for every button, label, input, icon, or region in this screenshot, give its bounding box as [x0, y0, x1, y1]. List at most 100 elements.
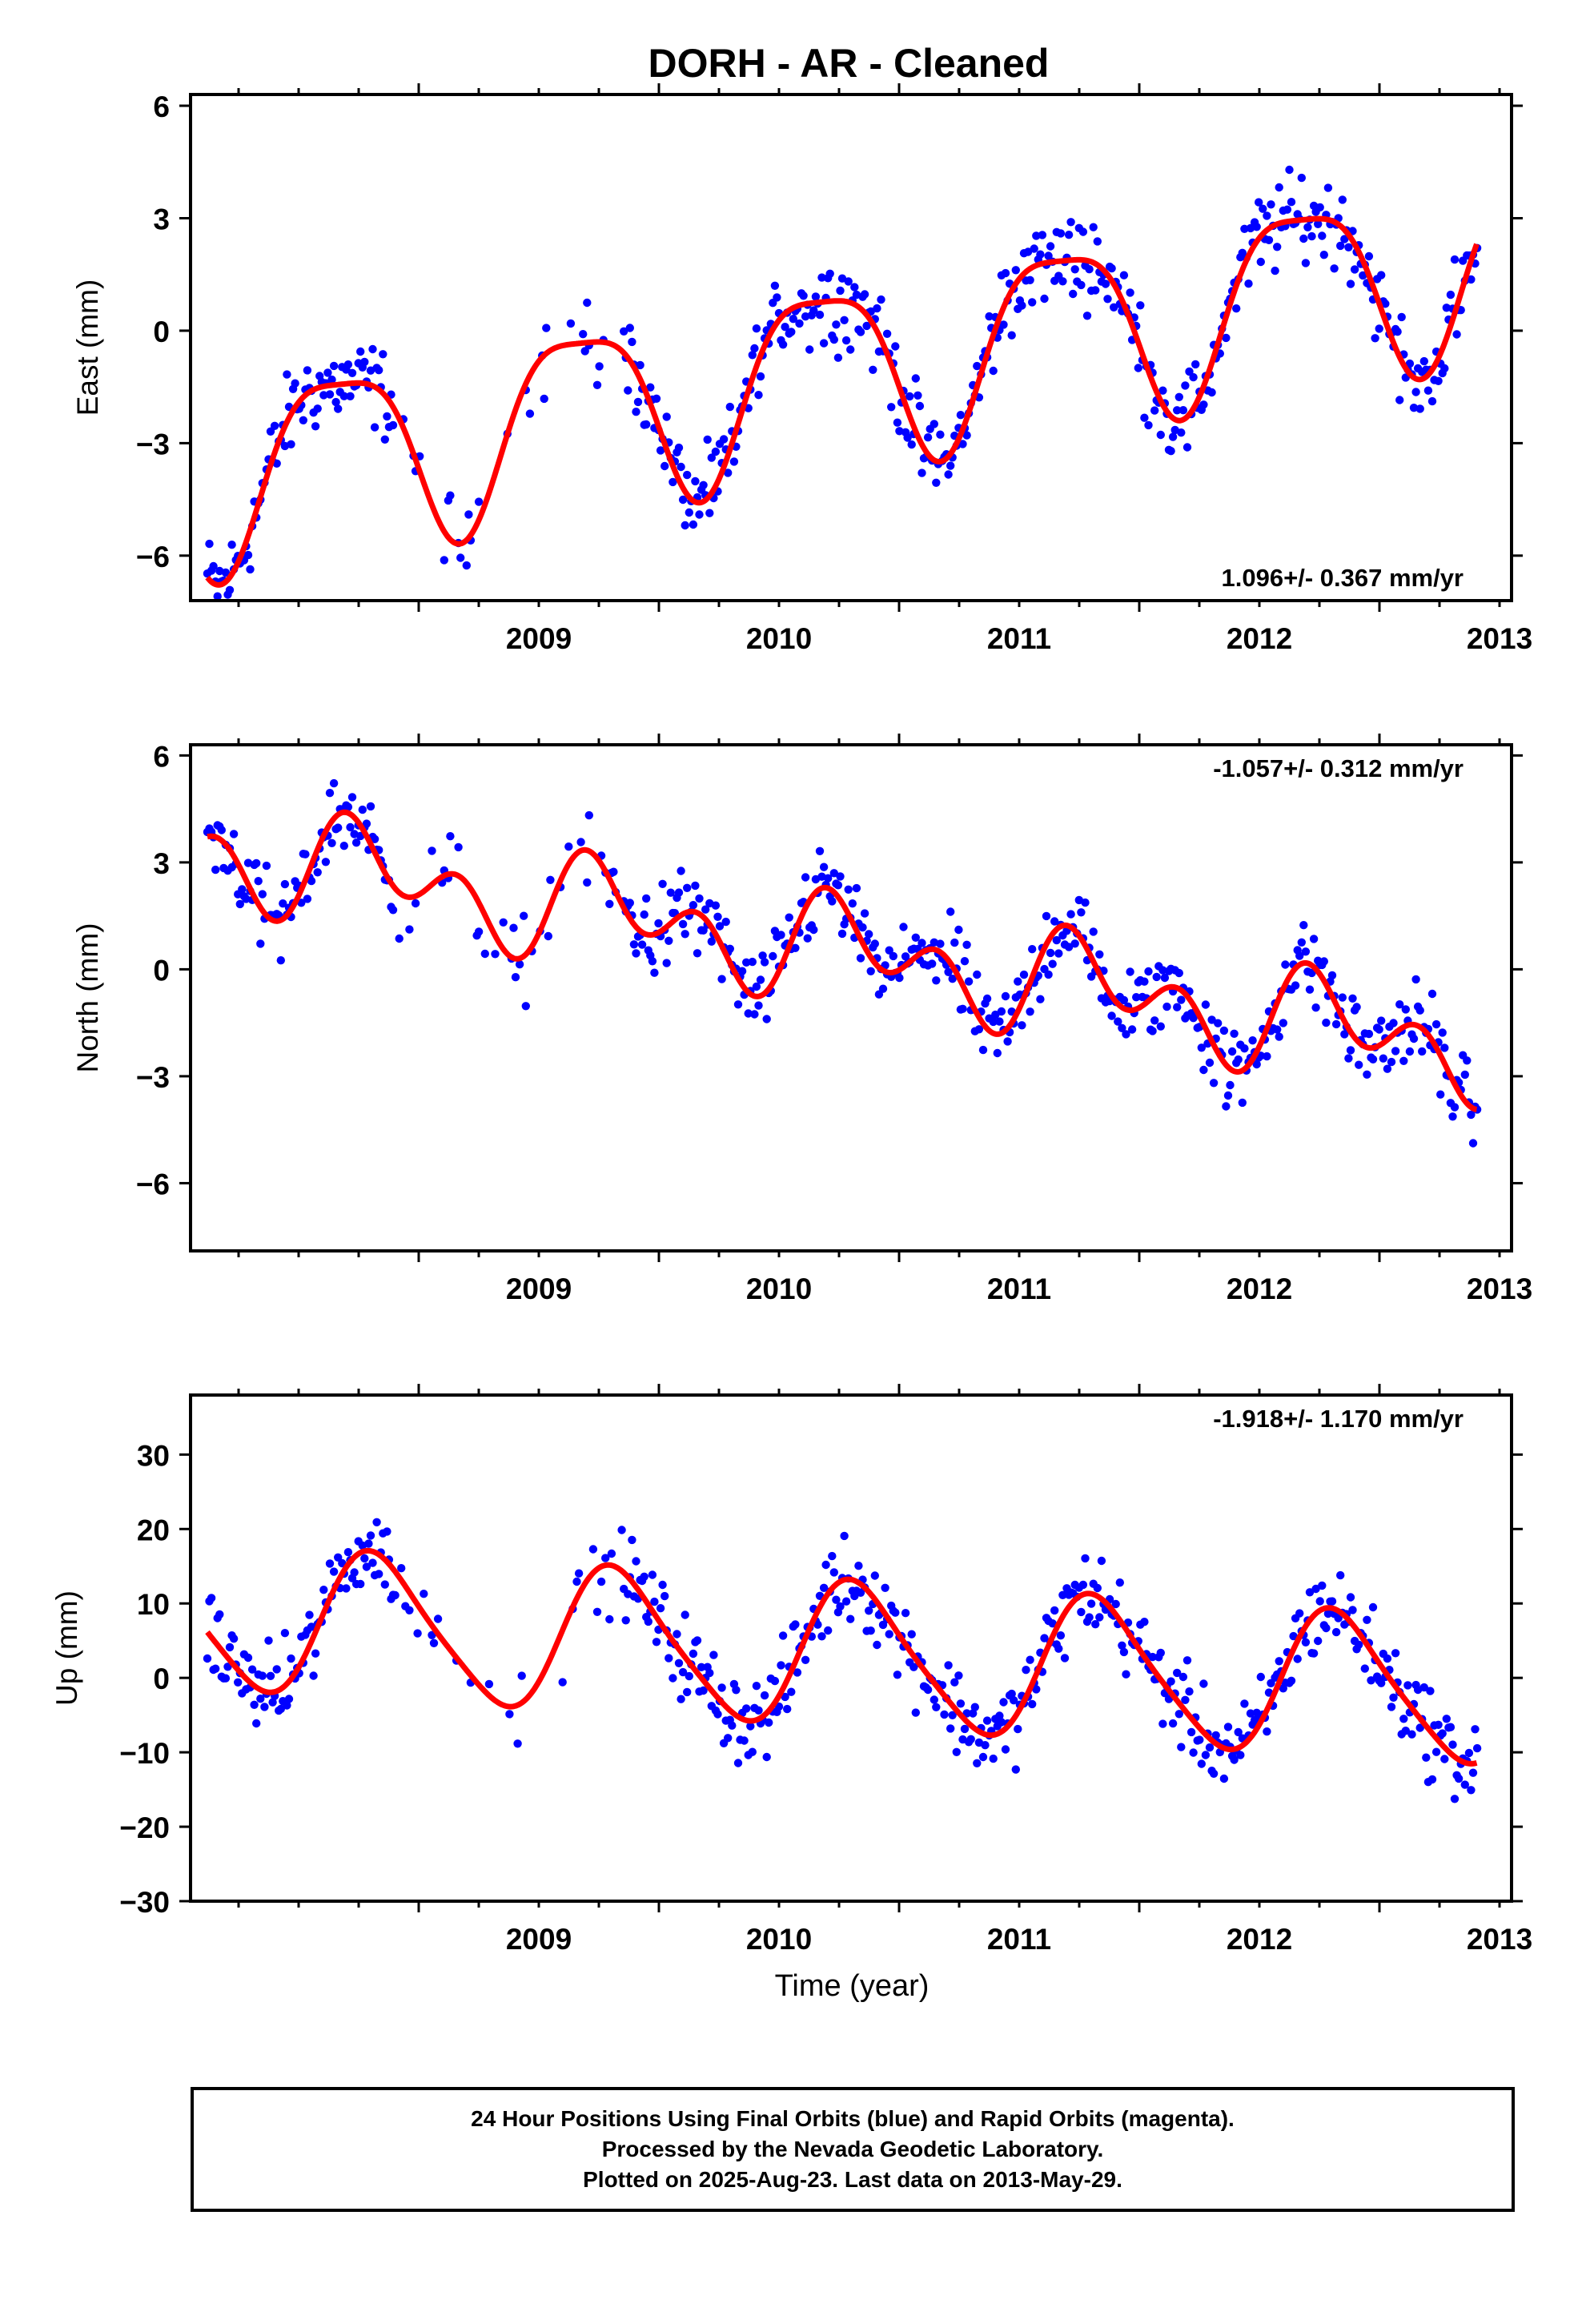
north-data-point [665, 936, 673, 946]
north-data-point [1240, 1044, 1249, 1053]
north-data-point [1467, 1110, 1476, 1120]
north-data-point [1089, 927, 1098, 936]
east-data-point [1318, 231, 1327, 240]
east-data-point [1423, 386, 1433, 395]
east-data-point [707, 453, 716, 462]
north-data-point [329, 778, 339, 788]
up-data-point [1446, 1723, 1456, 1731]
north-data-point [1227, 1047, 1237, 1056]
east-data-point [1350, 265, 1359, 274]
north-data-point [511, 973, 520, 982]
north-data-point [1322, 1018, 1331, 1027]
footer-line-3: Plotted on 2025-Aug-23. Last data on 201… [583, 2167, 1122, 2192]
north-data-point [828, 897, 837, 906]
up-data-point [1419, 1683, 1429, 1692]
up-data-point [632, 1557, 640, 1566]
north-data-point [242, 895, 251, 903]
up-data-point [1054, 1644, 1063, 1653]
up-data-point [1166, 1677, 1175, 1686]
north-data-point [1122, 1030, 1130, 1039]
north-data-point [1391, 1047, 1400, 1055]
up-data-point [1289, 1631, 1298, 1641]
east-data-point [580, 347, 589, 356]
east-data-point [313, 404, 322, 413]
up-data-point [1168, 1719, 1178, 1728]
up-data-point [1056, 1631, 1066, 1640]
north-data-point [637, 940, 647, 949]
east-data-point [754, 391, 763, 400]
east-data-point [205, 539, 214, 549]
east-data-point [1150, 406, 1159, 415]
north-data-point [1077, 908, 1086, 917]
north-data-point [279, 899, 287, 908]
north-data-point [1156, 1022, 1166, 1031]
north-data-point [262, 861, 271, 870]
up-data-point [881, 1583, 889, 1593]
east-data-point [303, 366, 312, 375]
east-data-point [327, 375, 336, 384]
north-model-line [207, 809, 1477, 1112]
east-data-point [832, 320, 841, 329]
east-data-point [773, 293, 781, 302]
east-data-point [685, 508, 693, 517]
up-data-point [247, 1665, 257, 1674]
east-data-point [669, 477, 677, 487]
north-data-point [1344, 1054, 1353, 1063]
up-data-point [1295, 1609, 1304, 1618]
north-data-point [733, 1000, 743, 1009]
east-data-point [913, 391, 922, 400]
up-data-point [250, 1700, 259, 1709]
up-data-point [656, 1604, 665, 1613]
up-data-point [866, 1626, 875, 1635]
north-data-point [347, 793, 357, 802]
east-data-point [325, 390, 335, 399]
east-data-point [272, 459, 281, 468]
north-data-point [837, 929, 847, 939]
north-data-point [366, 802, 375, 811]
up-data-point [1346, 1593, 1355, 1602]
north-data-point [948, 975, 957, 983]
north-data-point [946, 907, 955, 916]
east-data-point [917, 468, 926, 477]
north-data-point [791, 943, 800, 953]
east-data-point [1101, 279, 1110, 288]
up-data-point [1431, 1747, 1441, 1756]
up-data-point [215, 1610, 224, 1619]
east-data-point [817, 273, 826, 282]
north-data-point [509, 923, 518, 932]
east-data-point [1330, 264, 1339, 273]
east-data-point [579, 330, 588, 339]
up-data-point [1186, 1727, 1196, 1737]
up-data-point [362, 1562, 371, 1571]
east-data-point [756, 372, 765, 381]
east-data-point [862, 321, 871, 331]
up-data-point [960, 1724, 970, 1734]
east-data-point [595, 362, 604, 371]
north-data-point [895, 973, 904, 983]
north-data-point [885, 946, 893, 955]
north-data-point [1197, 1043, 1207, 1052]
east-data-point [844, 277, 853, 286]
east-data-point [334, 404, 343, 413]
up-data-point [1028, 1699, 1037, 1709]
y-tick-label: 20 [137, 1514, 170, 1546]
east-data-point [1064, 231, 1074, 239]
east-data-point [221, 568, 231, 577]
east-data-point [1346, 279, 1355, 288]
x-tick-label: 2009 [506, 622, 572, 655]
east-data-point [1409, 404, 1419, 412]
north-data-point [964, 977, 974, 986]
east-data-point [770, 281, 780, 290]
east-data-point [1156, 430, 1166, 440]
north-data-point [662, 959, 671, 967]
east-data-point [999, 320, 1008, 329]
east-data-point [846, 345, 855, 354]
east-data-point [379, 350, 387, 359]
north-data-point [681, 930, 689, 939]
up-data-point [1007, 1689, 1016, 1699]
north-data-point [911, 933, 921, 943]
up-data-point [1086, 1599, 1096, 1608]
east-data-point [1178, 406, 1188, 415]
north-data-point [1383, 1064, 1392, 1073]
